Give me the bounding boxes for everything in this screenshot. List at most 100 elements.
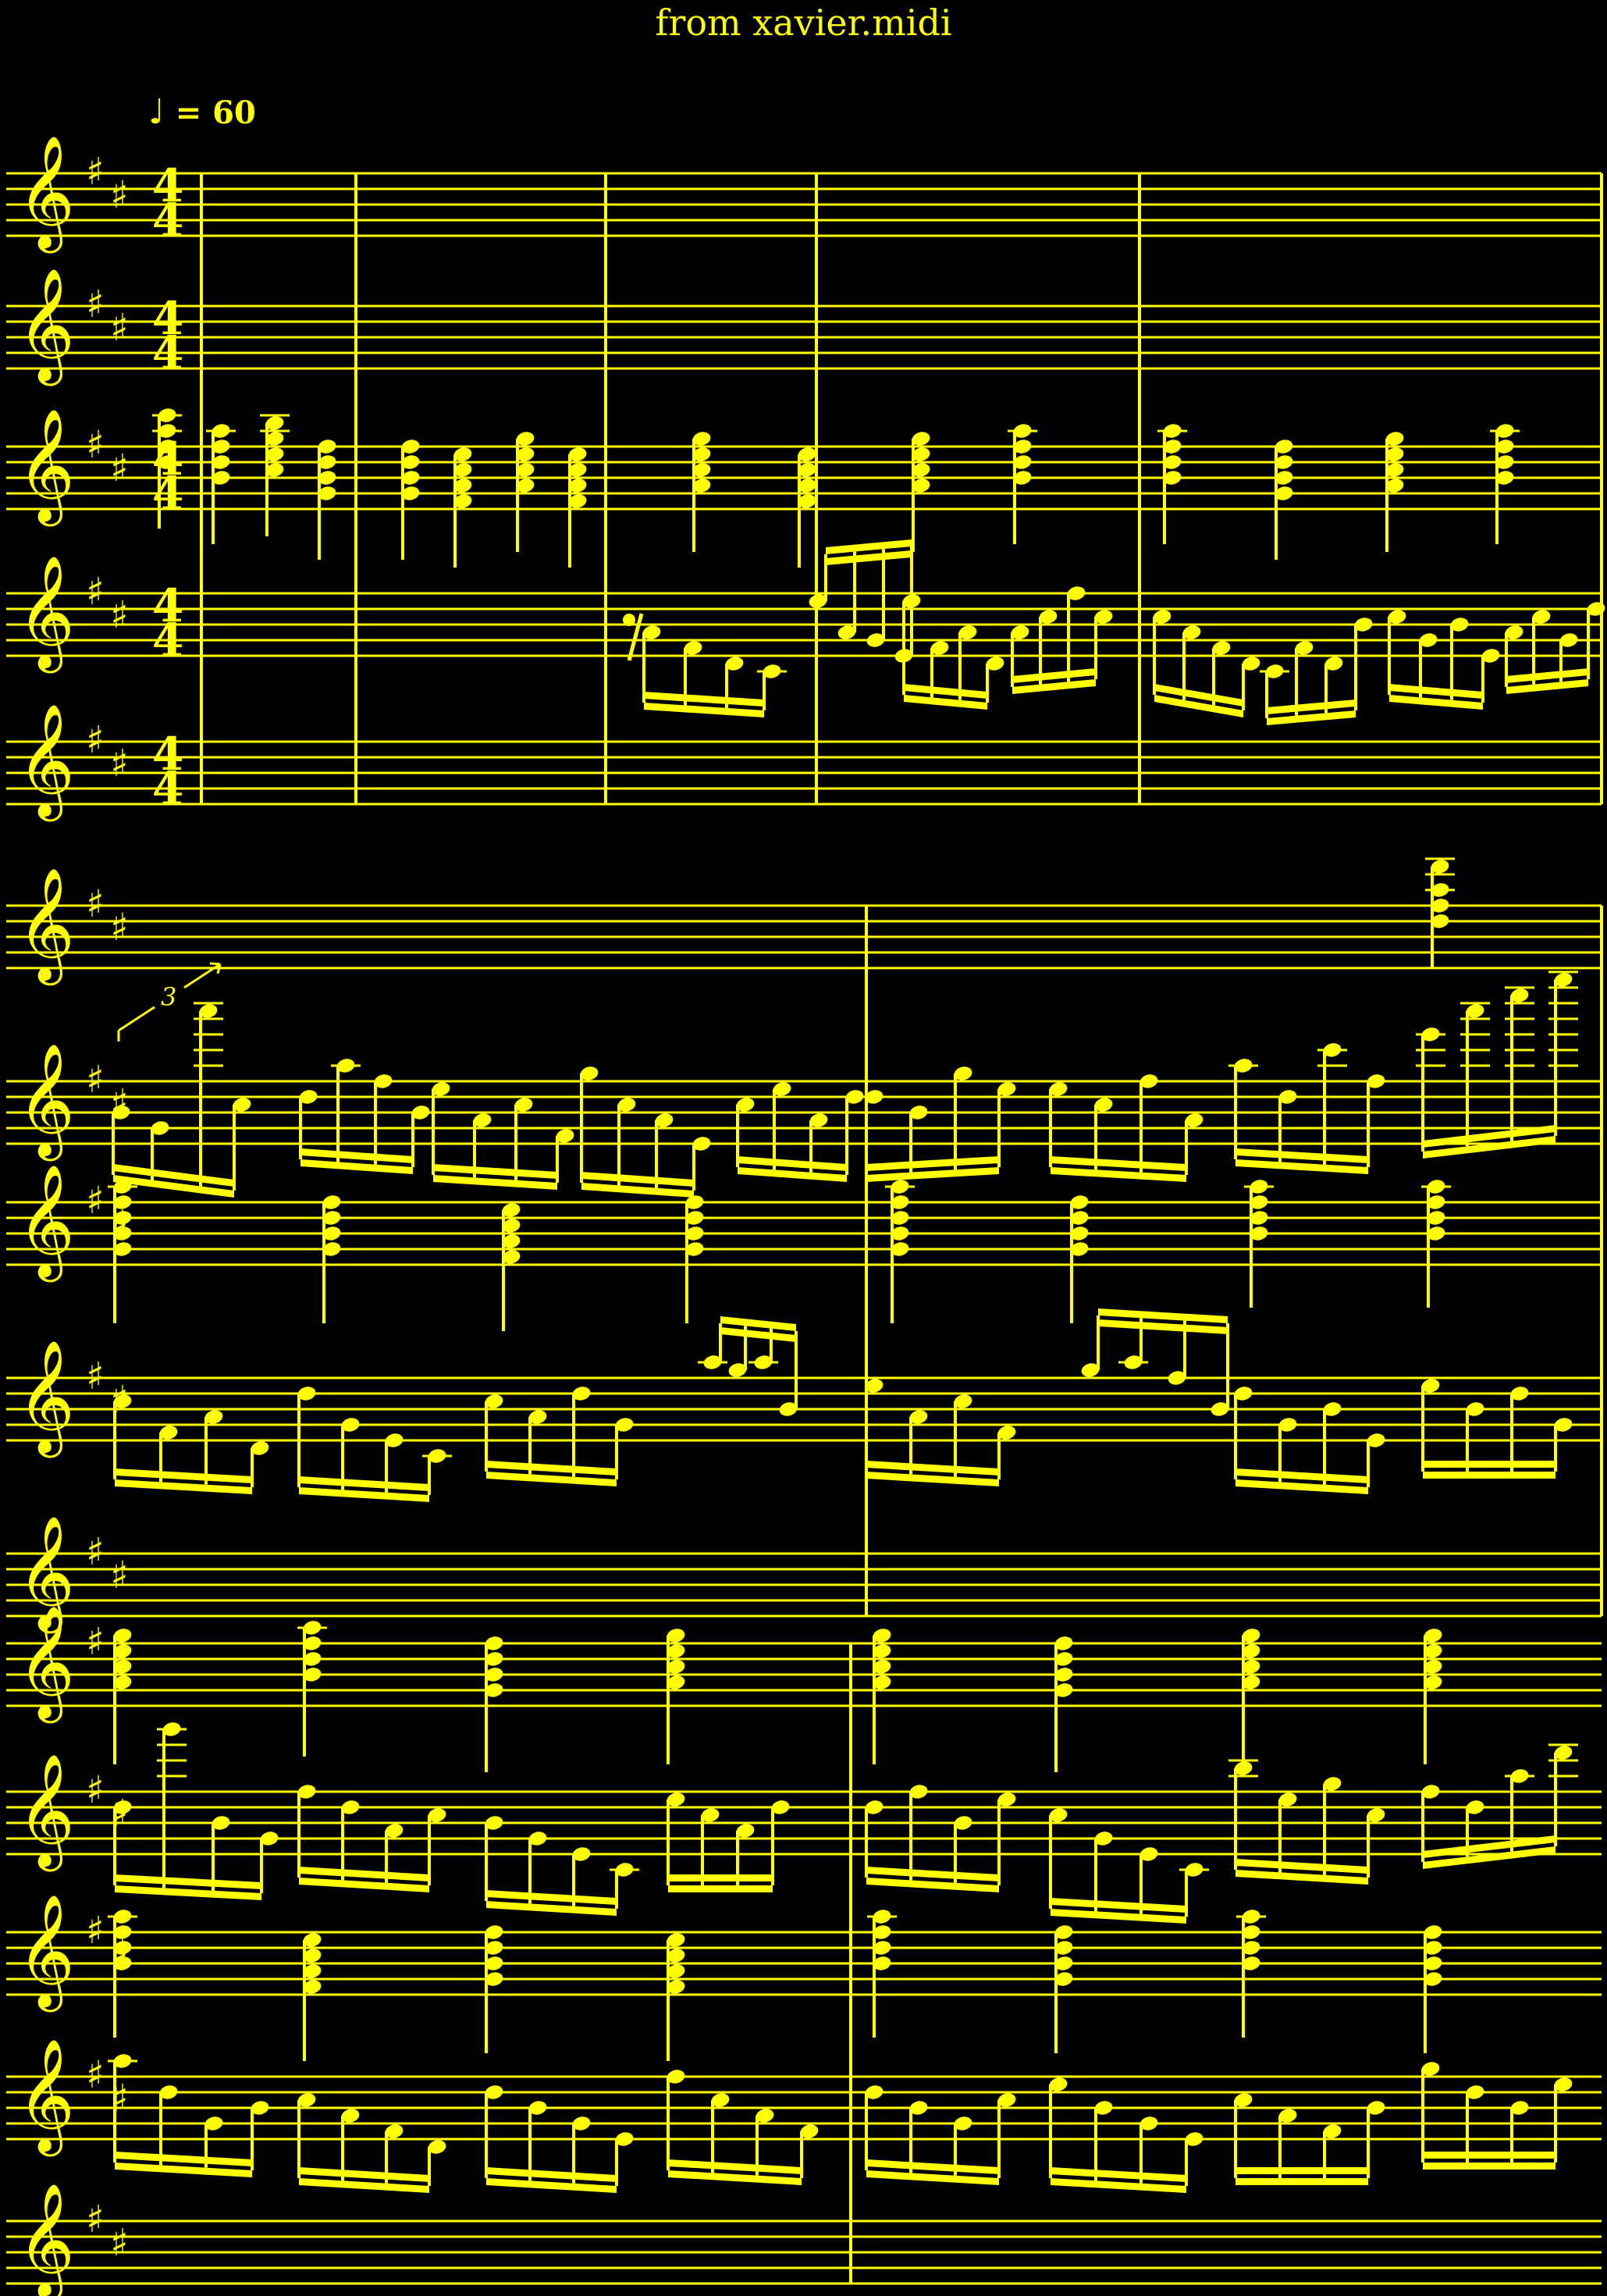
- note-head: [798, 447, 816, 461]
- time-signature-denominator: 4: [152, 194, 183, 247]
- note-head: [986, 657, 1004, 671]
- note-head: [1554, 973, 1573, 987]
- note-head: [711, 2093, 730, 2107]
- note-head: [212, 1816, 230, 1830]
- note-head: [516, 447, 535, 461]
- note-head: [1367, 1808, 1385, 1822]
- beam: [1235, 2167, 1368, 2174]
- note-head: [568, 463, 587, 477]
- beam: [486, 1461, 617, 1475]
- note-head: [837, 625, 856, 639]
- note-head: [341, 1418, 360, 1432]
- beam: [115, 1874, 261, 1889]
- note-head: [1242, 1941, 1260, 1955]
- note-head: [572, 2116, 591, 2130]
- beam: [644, 692, 764, 707]
- note-head: [113, 1394, 132, 1408]
- note-head: [303, 1668, 322, 1682]
- note-head: [912, 463, 930, 477]
- note-head: [1324, 657, 1343, 671]
- treble-clef-icon: 𝄞: [17, 268, 75, 386]
- note-head: [528, 1831, 547, 1846]
- note-head: [1242, 1925, 1260, 1939]
- note-head: [1431, 860, 1449, 874]
- tempo-marking: ♩ = 60: [148, 92, 256, 132]
- note-head: [568, 447, 587, 461]
- note-head: [1367, 2101, 1385, 2115]
- note-head: [1424, 1675, 1442, 1689]
- note-head: [1385, 432, 1404, 446]
- note-head: [873, 1925, 891, 1939]
- key-signature-sharp-icon: ♯: [110, 2221, 128, 2265]
- beam: [1506, 679, 1588, 694]
- note-head: [1424, 1956, 1442, 1970]
- note-head: [528, 1410, 547, 1424]
- note-head: [318, 440, 336, 454]
- note-head: [568, 494, 587, 508]
- beam: [299, 1867, 429, 1881]
- note-head: [1427, 1211, 1445, 1225]
- note-head: [954, 2116, 972, 2130]
- note-head: [1185, 2132, 1203, 2146]
- note-head: [1139, 1074, 1158, 1088]
- note-head: [809, 594, 827, 608]
- note-head: [912, 447, 930, 461]
- time-signature-denominator: 4: [152, 467, 183, 520]
- note-head: [1466, 1800, 1484, 1814]
- beam: [1098, 1319, 1228, 1334]
- system-1: 𝄞♯♯44𝄞♯♯44𝄞♯♯44𝄞♯♯44𝄞♯♯44: [6, 135, 1605, 821]
- note-head: [891, 1242, 909, 1256]
- key-signature-sharp-icon: ♯: [110, 593, 128, 637]
- beam: [1012, 668, 1096, 683]
- note-head: [1295, 641, 1314, 655]
- time-signature-denominator: 4: [152, 762, 183, 815]
- note-head: [1013, 440, 1032, 454]
- beam: [1267, 710, 1356, 725]
- beam: [668, 2170, 802, 2185]
- beam: [299, 2167, 429, 2182]
- note-head: [1323, 1777, 1342, 1791]
- note-head: [485, 1972, 503, 1986]
- note-head: [502, 1219, 521, 1233]
- note-head: [701, 1808, 720, 1822]
- key-signature-sharp-icon: ♯: [86, 1909, 104, 1952]
- note-head: [1510, 2101, 1529, 2115]
- note-head: [1424, 1941, 1442, 1955]
- beam: [1051, 1898, 1186, 1913]
- note-head: [667, 1949, 685, 1963]
- beam: [1012, 679, 1096, 694]
- note-head: [642, 625, 661, 639]
- beam: [299, 1487, 429, 1502]
- note-head: [779, 1402, 798, 1416]
- beam: [115, 2152, 252, 2166]
- note-head: [1466, 1004, 1484, 1018]
- note-head: [485, 1636, 503, 1650]
- note-head: [113, 1644, 132, 1658]
- note-head: [1070, 1211, 1089, 1225]
- note-head: [954, 1066, 972, 1080]
- note-head: [297, 1386, 316, 1401]
- beam: [1098, 1308, 1228, 1323]
- note-head: [1367, 1074, 1385, 1088]
- note-head: [1211, 1402, 1229, 1416]
- note-head: [1049, 2077, 1068, 2091]
- key-signature-sharp-icon: ♯: [86, 423, 104, 467]
- note-head: [299, 1090, 318, 1104]
- beam: [866, 1461, 999, 1475]
- note-head: [667, 1629, 685, 1643]
- beam: [1235, 1870, 1368, 1885]
- note-head: [318, 486, 336, 500]
- key-signature-sharp-icon: ♯: [86, 1620, 104, 1664]
- note-head: [997, 2093, 1016, 2107]
- note-head: [485, 1941, 503, 1955]
- key-signature-sharp-icon: ♯: [110, 173, 128, 217]
- note-head: [1424, 1972, 1442, 1986]
- note-head: [1510, 988, 1529, 1002]
- note-head: [401, 455, 420, 469]
- note-head: [865, 1800, 883, 1814]
- note-head: [725, 657, 744, 671]
- beam: [1423, 2152, 1555, 2159]
- beam: [1267, 699, 1356, 714]
